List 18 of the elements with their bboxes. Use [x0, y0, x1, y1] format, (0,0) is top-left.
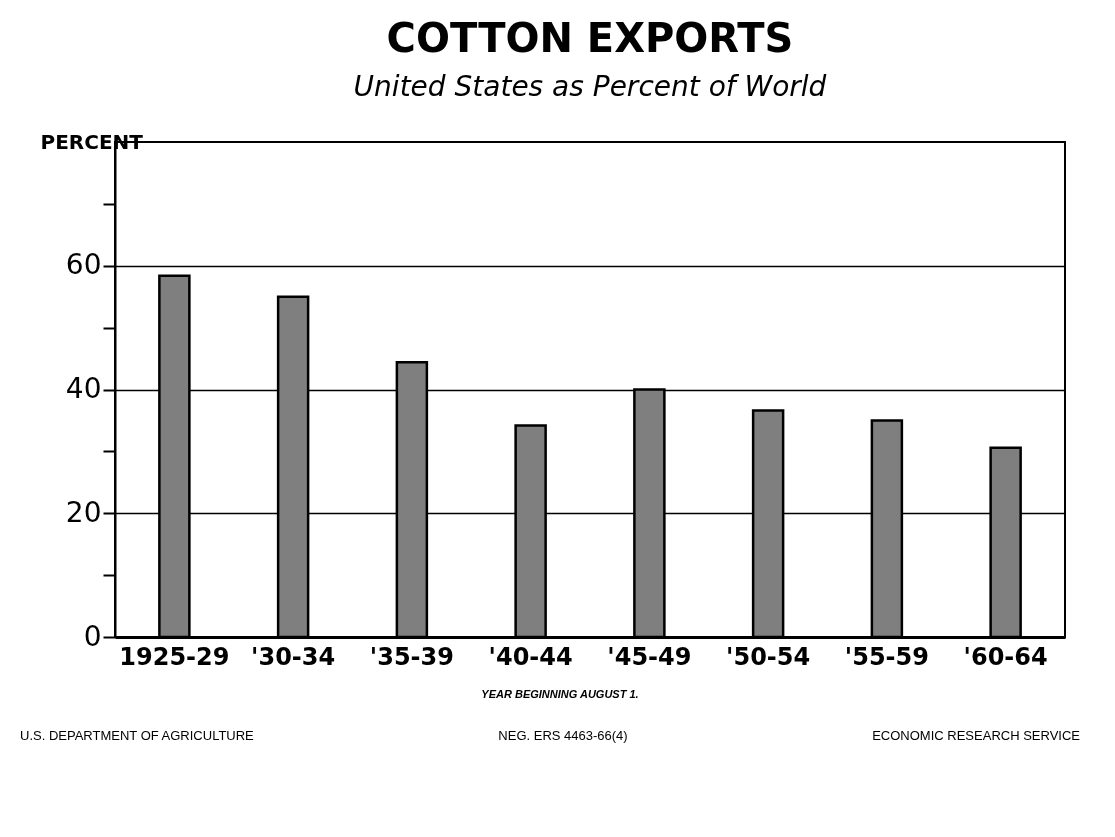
- x-tick-label: '30-34: [251, 642, 336, 671]
- x-tick-label: '40-44: [488, 642, 573, 671]
- y-tick-label: 0: [83, 619, 102, 653]
- chart-subtitle: United States as Percent of World: [353, 70, 827, 103]
- y-tick-label: 60: [65, 248, 102, 282]
- x-tick-label: '55-59: [844, 642, 929, 671]
- text: NEG. ERS 4463-66(4): [498, 728, 628, 743]
- x-tick-label: '60-64: [963, 642, 1048, 671]
- x-tick-label: '45-49: [607, 642, 692, 671]
- text: ECONOMIC RESEARCH SERVICE: [872, 728, 1080, 743]
- x-tick-label: 1925-29: [119, 642, 230, 671]
- text: YEAR BEGINNING AUGUST 1.: [480, 688, 640, 700]
- text: U.S. DEPARTMENT OF AGRICULTURE: [20, 728, 254, 743]
- x-tick-label: '35-39: [369, 642, 454, 671]
- x-tick-label: '50-54: [726, 642, 811, 671]
- y-tick-label: 20: [65, 495, 102, 529]
- y-tick-label: 40: [65, 372, 102, 405]
- chart-title: COTTON EXPORTS: [386, 15, 794, 61]
